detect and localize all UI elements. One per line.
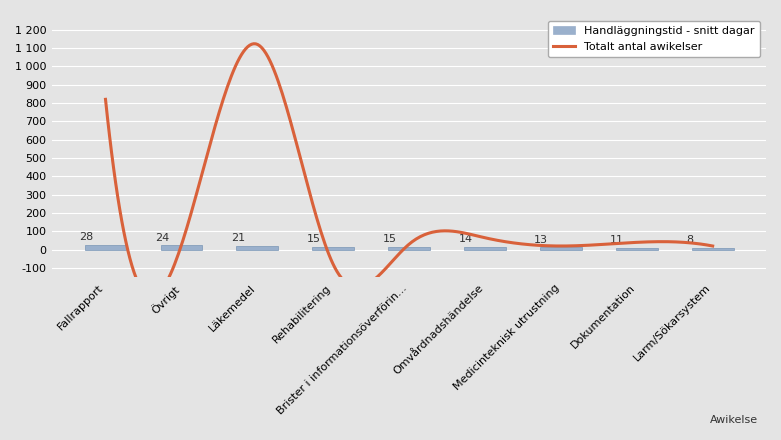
Bar xyxy=(540,247,582,249)
Text: 13: 13 xyxy=(534,235,548,245)
Bar xyxy=(692,248,733,249)
Text: 15: 15 xyxy=(307,234,321,244)
Bar xyxy=(312,247,354,249)
Text: 28: 28 xyxy=(79,232,93,242)
Text: 21: 21 xyxy=(230,233,245,243)
Bar xyxy=(84,245,127,249)
Text: Awikelse: Awikelse xyxy=(709,414,758,425)
Text: 14: 14 xyxy=(458,235,473,244)
Bar xyxy=(237,246,278,249)
Bar xyxy=(464,247,506,249)
Bar xyxy=(388,247,430,249)
Bar xyxy=(616,248,658,249)
Legend: Handläggningstid - snitt dagar, Totalt antal awikelser: Handläggningstid - snitt dagar, Totalt a… xyxy=(547,21,761,57)
Text: 8: 8 xyxy=(686,235,694,246)
Text: 24: 24 xyxy=(155,232,169,242)
Bar xyxy=(161,245,202,249)
Text: 15: 15 xyxy=(383,234,397,244)
Text: 11: 11 xyxy=(610,235,624,245)
